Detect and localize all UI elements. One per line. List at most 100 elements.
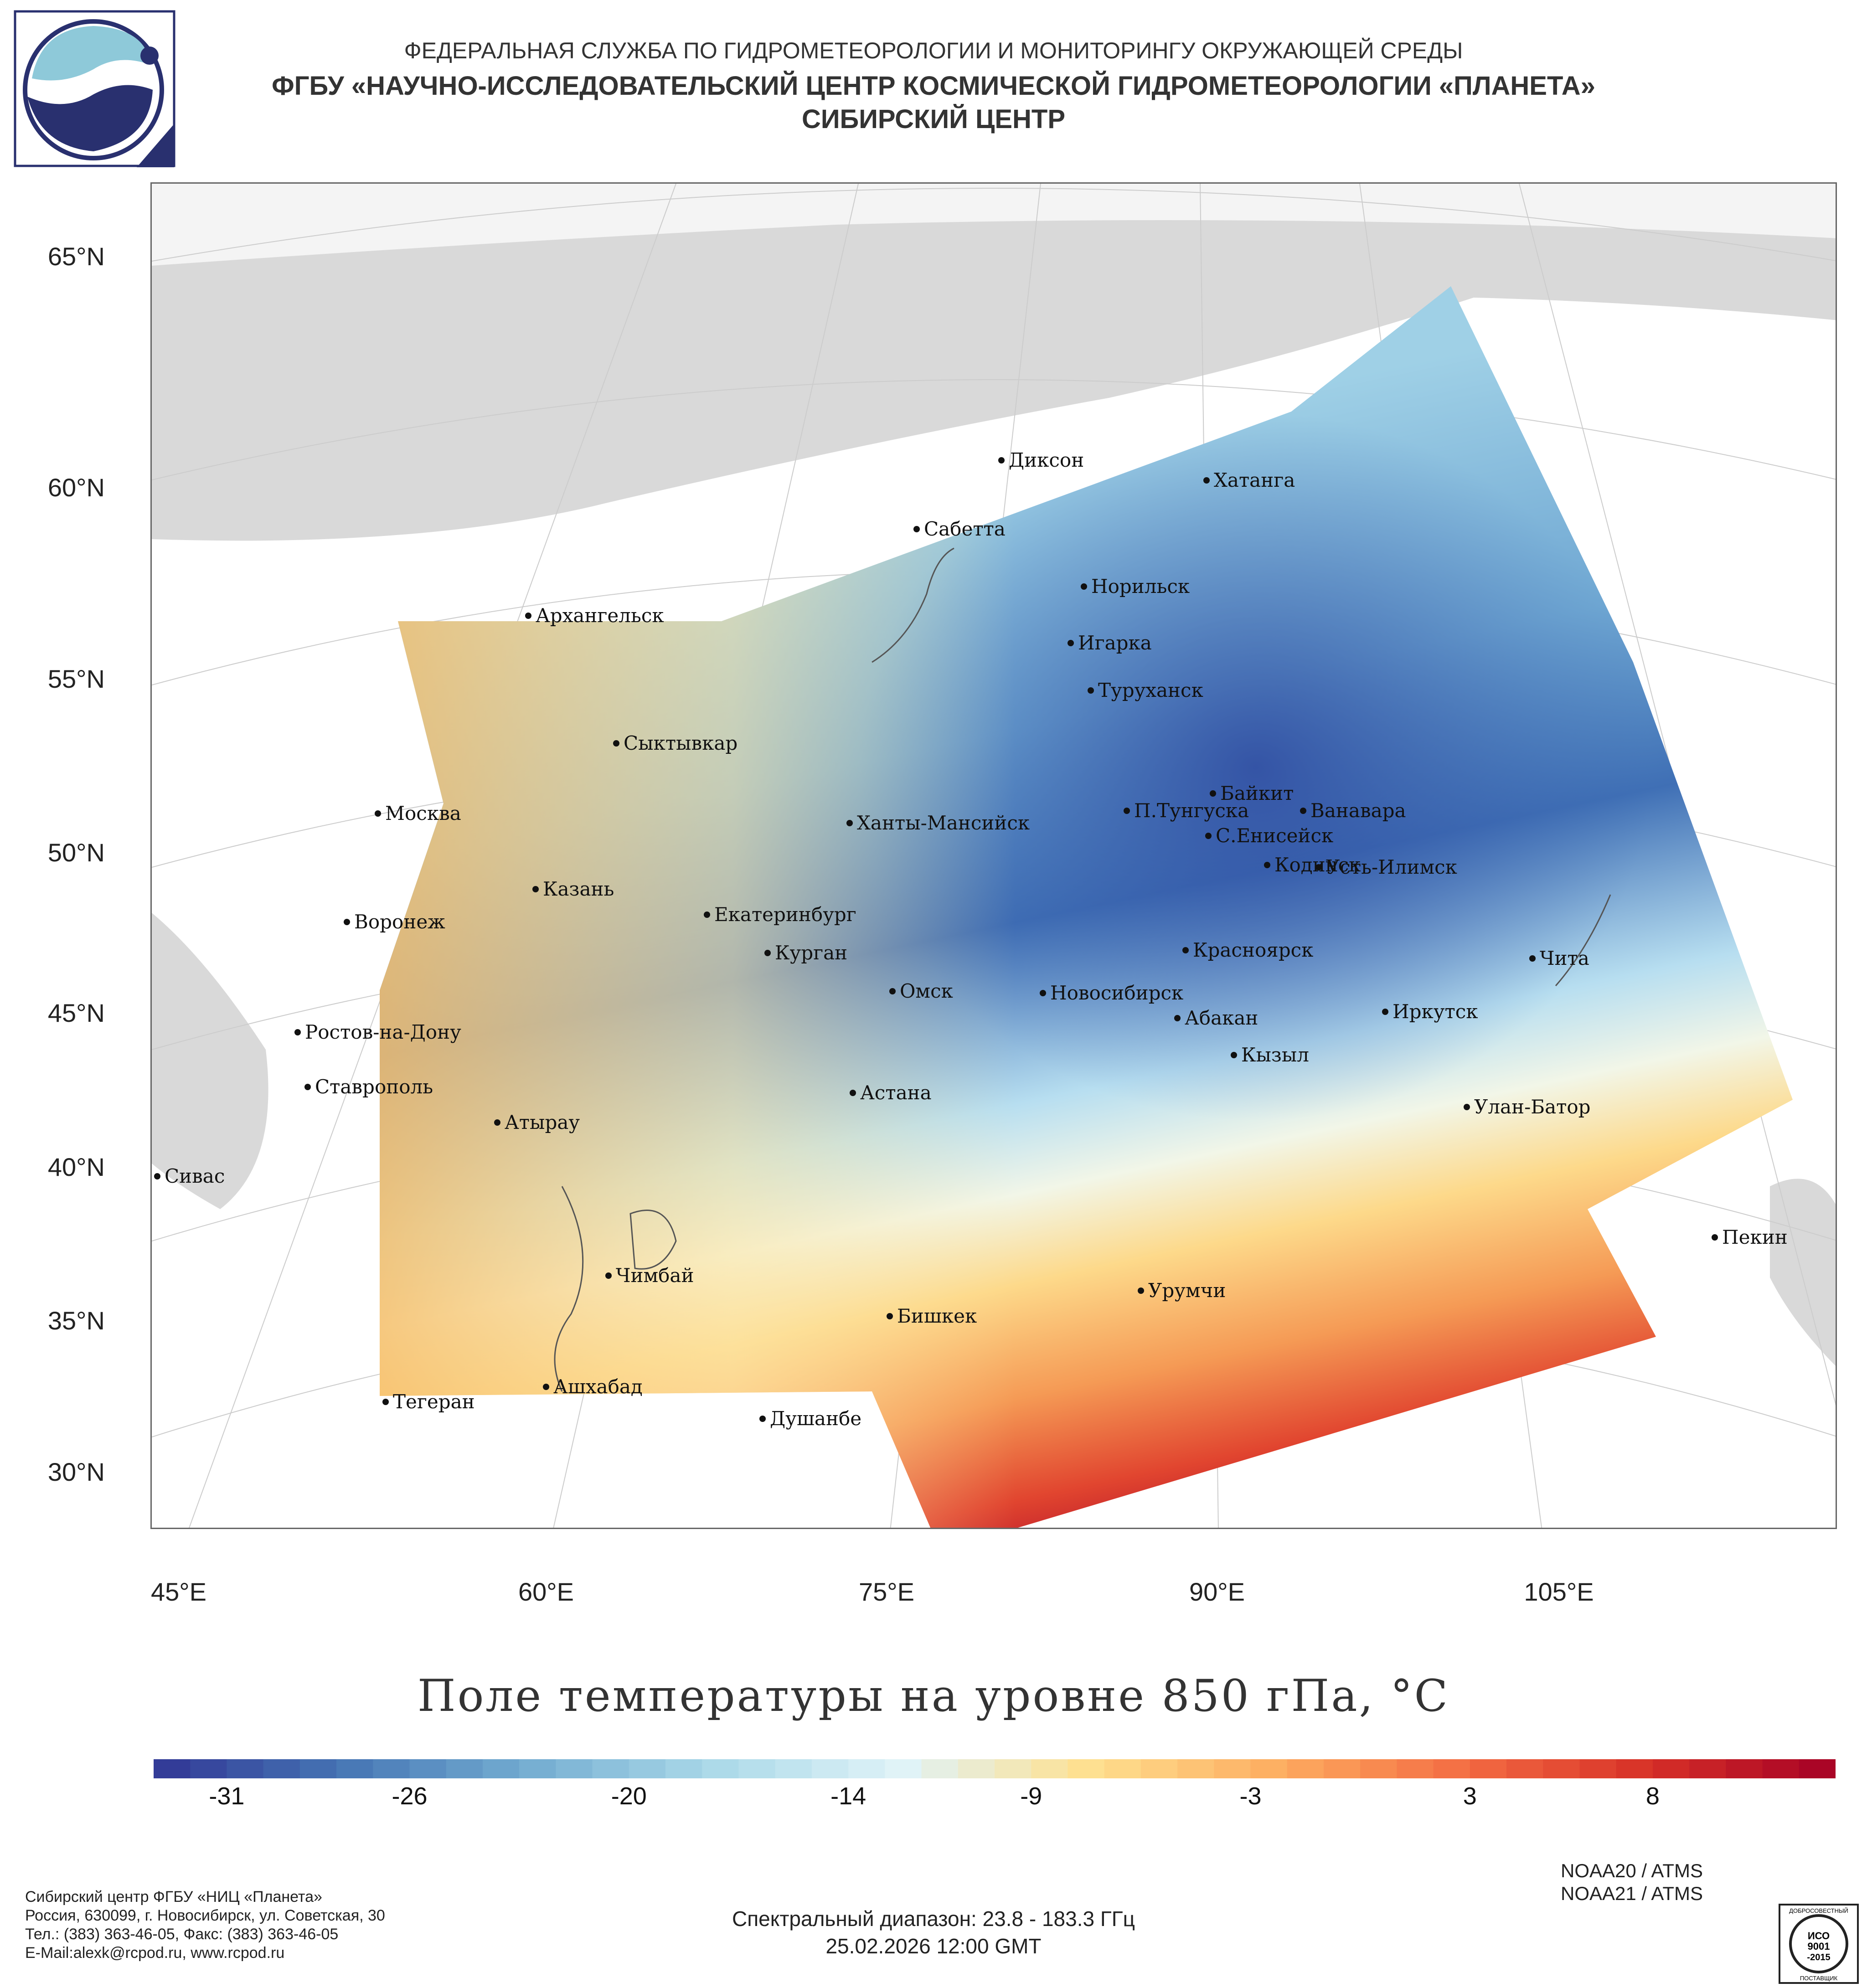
colorbar-step — [1689, 1759, 1727, 1778]
city-label: Москва — [385, 802, 461, 824]
colorbar-step — [629, 1759, 666, 1778]
city-dot — [1210, 790, 1216, 797]
colorbar-step — [958, 1759, 995, 1778]
city-label: Ашхабад — [553, 1375, 643, 1398]
colorbar-tick-label: -26 — [392, 1782, 428, 1810]
city-dot — [525, 613, 531, 619]
city-dot — [1088, 687, 1094, 694]
data-info: Спектральный диапазон: 23.8 - 183.3 ГГц … — [0, 1905, 1867, 1960]
city-dot — [375, 810, 381, 817]
city-label: Воронеж — [354, 911, 445, 933]
satellite-item: NOAA20 / ATMS — [1561, 1860, 1703, 1881]
city-dot — [1081, 583, 1087, 590]
city-dot — [154, 1173, 160, 1179]
city-marker: Ставрополь — [304, 1076, 433, 1098]
center-title: СИБИРСКИЙ ЦЕНТР — [801, 104, 1066, 134]
city-label: П.Тунгуска — [1134, 799, 1249, 822]
colorbar-tick-label: -9 — [1020, 1782, 1042, 1810]
institute-title: ФГБУ «НАУЧНО-ИССЛЕДОВАТЕЛЬСКИЙ ЦЕНТР КОС… — [272, 71, 1595, 101]
colorbar-tick-label: 3 — [1463, 1782, 1477, 1810]
city-dot — [494, 1119, 500, 1126]
colorbar-step — [409, 1759, 447, 1778]
colorbar-step — [263, 1759, 300, 1778]
city-marker: Абакан — [1174, 1007, 1258, 1029]
city-label: Душанбе — [770, 1407, 861, 1430]
colorbar-step — [336, 1759, 374, 1778]
city-label: Сивас — [165, 1165, 225, 1187]
city-dot — [1174, 1015, 1181, 1021]
colorbar-step — [1543, 1759, 1580, 1778]
iso-text: ИСО — [1808, 1930, 1830, 1942]
city-label: Ханты-Мансийск — [857, 812, 1030, 834]
city-label: Пекин — [1722, 1226, 1788, 1248]
city-dot — [1712, 1234, 1718, 1241]
city-marker: Чимбай — [605, 1264, 694, 1287]
city-dot — [344, 919, 350, 925]
colorbar-step — [1433, 1759, 1470, 1778]
city-label: Курган — [775, 942, 847, 964]
city-marker: Урумчи — [1138, 1279, 1226, 1302]
city-dot — [1264, 862, 1270, 868]
org-line: Сибирский центр ФГБУ «НИЦ «Планета» — [25, 1888, 322, 1906]
colorbar-step — [592, 1759, 629, 1778]
city-marker: Душанбе — [759, 1407, 861, 1430]
city-marker: Астана — [850, 1082, 932, 1104]
city-marker: Усть-Илимск — [1315, 856, 1457, 878]
city-dot — [1040, 990, 1046, 996]
city-dot — [850, 1090, 856, 1096]
city-label: Казань — [543, 878, 614, 900]
city-dot — [1315, 864, 1322, 870]
city-marker: Тегеран — [382, 1391, 475, 1413]
satellite-item: NOAA21 / ATMS — [1561, 1883, 1703, 1904]
city-label: С.Енисейск — [1216, 824, 1333, 847]
colorbar-step — [1250, 1759, 1288, 1778]
colorbar-tick-label: -31 — [209, 1782, 245, 1810]
city-dot — [1464, 1104, 1470, 1110]
city-marker: Ванавара — [1300, 799, 1406, 822]
city-label: Байкит — [1220, 782, 1294, 804]
city-marker: Красноярск — [1182, 939, 1313, 961]
lat-label-50: 50°N — [47, 838, 105, 867]
colorbar-step — [885, 1759, 922, 1778]
city-dot — [543, 1384, 549, 1390]
city-marker: Сыктывкар — [613, 732, 738, 754]
colorbar-step — [1140, 1759, 1178, 1778]
city-label: Туруханск — [1098, 679, 1203, 701]
city-dot — [1231, 1052, 1237, 1058]
colorbar-step — [848, 1759, 886, 1778]
city-label: Хатанга — [1214, 469, 1295, 491]
colorbar-step — [665, 1759, 703, 1778]
city-marker: Улан-Батор — [1464, 1096, 1591, 1118]
city-label: Кызыл — [1241, 1044, 1309, 1066]
colorbar-step — [1506, 1759, 1544, 1778]
city-dot — [1203, 477, 1210, 484]
colorbar-step — [1652, 1759, 1690, 1778]
planeta-logo — [14, 10, 175, 167]
colorbar-step — [190, 1759, 227, 1778]
city-marker: П.Тунгуска — [1124, 799, 1249, 822]
org-line: E-Mail:alexk@rcpod.ru, www.rcpod.ru — [25, 1944, 285, 1962]
city-marker: Воронеж — [344, 911, 445, 933]
colorbar-step — [556, 1759, 593, 1778]
iso-top-text: ДОБРОСОВЕСТНЫЙ — [1789, 1907, 1848, 1914]
city-marker: Москва — [375, 802, 461, 824]
temperature-map: Диксон Хатанга Сабетта Норильск Архангельск И… — [150, 182, 1837, 1529]
city-marker: Диксон — [998, 449, 1084, 471]
city-label: Чита — [1540, 947, 1589, 969]
colorbar-step — [482, 1759, 520, 1778]
lon-label-75: 75°E — [858, 1577, 915, 1606]
city-label: Чимбай — [616, 1264, 694, 1287]
colorbar-step — [154, 1759, 191, 1778]
city-label: Сыктывкар — [624, 732, 738, 754]
colorbar-step — [702, 1759, 739, 1778]
colorbar-step — [1579, 1759, 1617, 1778]
city-label: Улан-Батор — [1474, 1096, 1591, 1118]
city-dot — [605, 1272, 612, 1279]
iso-year: -2015 — [1807, 1952, 1830, 1962]
colorbar-step — [1397, 1759, 1434, 1778]
datetime: 25.02.2026 12:00 GMT — [825, 1934, 1042, 1958]
city-dot — [913, 526, 920, 532]
colorbar-step — [1068, 1759, 1105, 1778]
lat-label-35: 35°N — [47, 1306, 105, 1335]
city-label: Игарка — [1078, 632, 1152, 654]
